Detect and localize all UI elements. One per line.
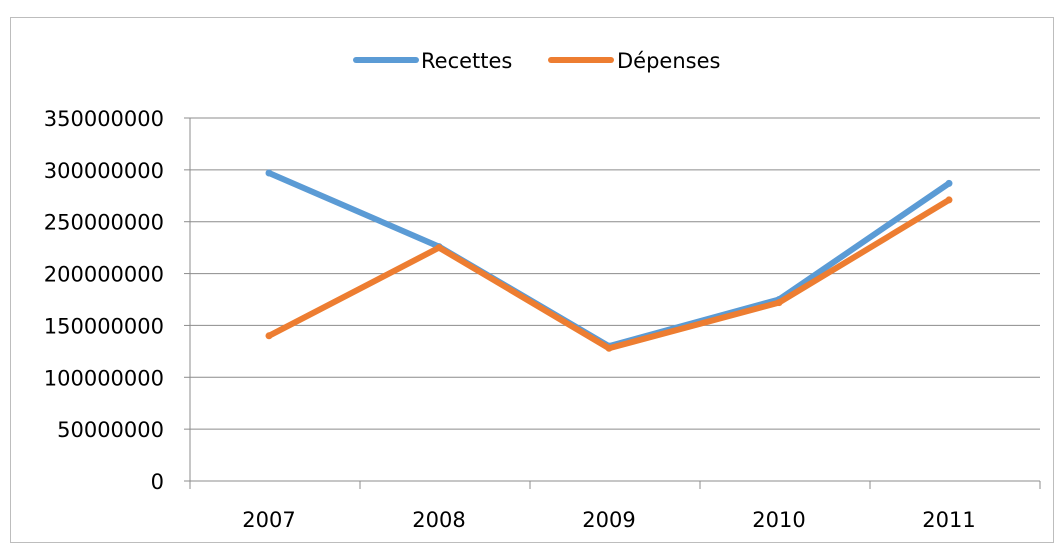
- x-tick-label: 2010: [752, 508, 805, 532]
- x-tick-label: 2011: [922, 508, 975, 532]
- legend-label: Recettes: [421, 49, 512, 73]
- y-tick-label: 0: [151, 470, 164, 494]
- chart-area: [10, 17, 1054, 543]
- x-axis-tick-labels: 2007 2008 2009 2010 2011: [242, 508, 975, 532]
- data-point: [435, 244, 443, 252]
- gridlines: [190, 117, 1040, 430]
- data-point: [265, 169, 273, 177]
- data-point: [265, 332, 273, 340]
- y-tick-label: 300000000: [44, 159, 164, 183]
- data-point: [945, 196, 953, 204]
- axes: [184, 117, 1041, 489]
- x-tick-label: 2008: [412, 508, 465, 532]
- legend: Recettes Dépenses: [353, 49, 720, 73]
- data-point: [775, 299, 783, 307]
- y-tick-label: 100000000: [44, 366, 164, 390]
- x-tick-label: 2007: [242, 508, 295, 532]
- y-tick-label: 50000000: [57, 418, 164, 442]
- series-lines: [265, 169, 953, 352]
- data-point: [605, 344, 613, 352]
- x-tick-label: 2009: [582, 508, 635, 532]
- y-tick-label: 200000000: [44, 263, 164, 287]
- legend-label: Dépenses: [617, 49, 720, 73]
- data-point: [945, 179, 953, 187]
- y-tick-label: 150000000: [44, 314, 164, 338]
- y-tick-label: 350000000: [44, 107, 164, 131]
- y-tick-label: 250000000: [44, 211, 164, 235]
- y-axis-tick-labels: 0 50000000 100000000 150000000 200000000 2500…: [44, 107, 164, 494]
